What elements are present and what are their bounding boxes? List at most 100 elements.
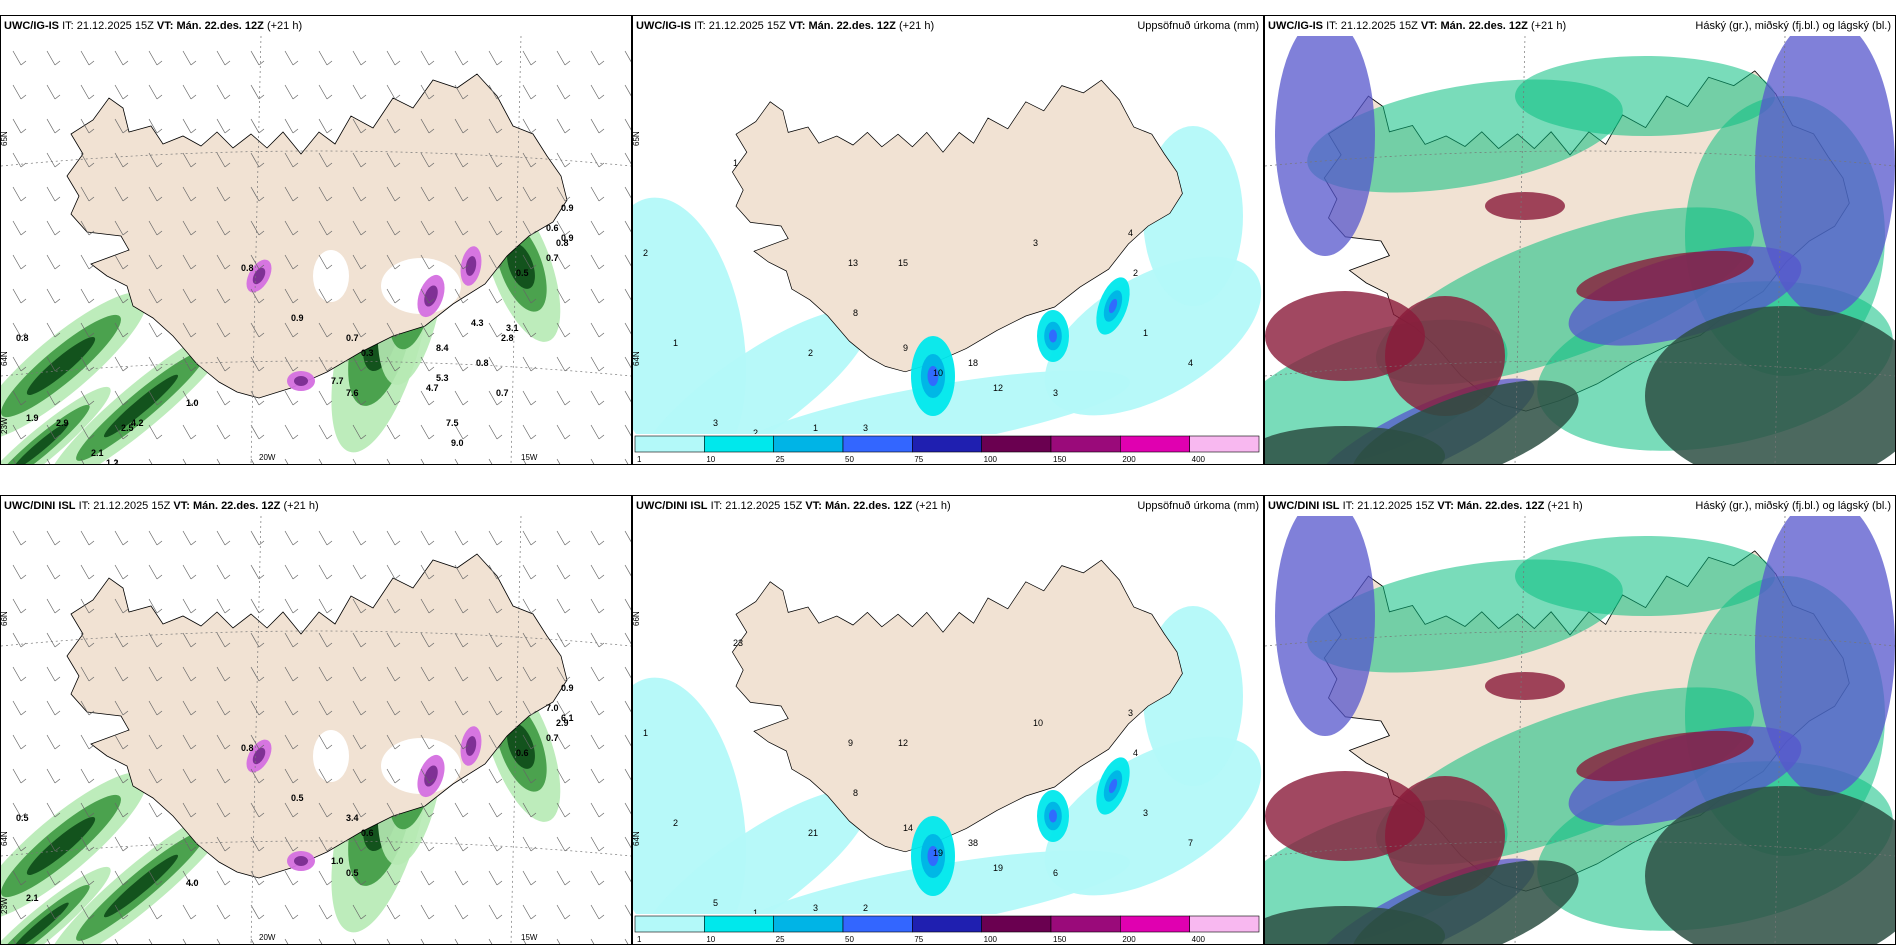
model-name: UWC/DINI ISL xyxy=(636,500,708,512)
wind-barbs xyxy=(12,50,631,464)
wind-band xyxy=(13,902,69,944)
value-label: 7.7 xyxy=(331,376,344,386)
value-label: 23 xyxy=(733,638,743,648)
gust-purple xyxy=(246,726,482,871)
low-cloud xyxy=(1385,776,1505,896)
axis-label: 23W xyxy=(1,897,9,914)
axis-label: 15W xyxy=(521,453,538,462)
colorbar-tick-label: 150 xyxy=(1053,935,1067,944)
value-label: 2 xyxy=(1133,268,1138,278)
value-label: 19 xyxy=(933,848,943,858)
thick-cloud xyxy=(1645,306,1895,464)
vt-label: VT: xyxy=(805,500,822,512)
mid-cloud xyxy=(1755,36,1895,316)
value-label: 19 xyxy=(993,863,1003,873)
value-label: 4.7 xyxy=(426,383,439,393)
model-name: UWC/IG-IS xyxy=(4,20,59,32)
lead-time: (+21 h) xyxy=(898,20,935,32)
axis-label: 65N xyxy=(1,131,9,146)
model-name: UWC/DINI ISL xyxy=(4,500,76,512)
colorbar-tick-label: 400 xyxy=(1192,455,1206,464)
axis-label: 64N xyxy=(1,831,9,846)
value-label: 5.3 xyxy=(436,373,449,383)
value-label: 8 xyxy=(853,308,858,318)
value-label: 5 xyxy=(713,898,718,908)
value-label: 6 xyxy=(1053,868,1058,878)
colorbar-swatch xyxy=(1189,915,1260,933)
value-label: 4 xyxy=(1188,358,1193,368)
value-label: 6.1 xyxy=(561,713,574,723)
value-label: 4.0 xyxy=(186,878,199,888)
panel-header: UWC/IG-IS IT: 21.12.2025 15Z VT: Mán. 22… xyxy=(633,16,1263,36)
vt-label: VT: xyxy=(156,20,174,32)
colorbar-swatch xyxy=(1120,435,1190,453)
precip-colorbar: 1 10 25 50 75 100 150 200 400 xyxy=(633,914,1263,944)
it-time: 21.12.2025 15Z xyxy=(708,20,786,32)
panel-top-right: UWC/IG-IS IT: 21.12.2025 15Z VT: Mán. 22… xyxy=(1264,15,1896,465)
value-label: 3.4 xyxy=(346,813,359,823)
value-label: 4.2 xyxy=(131,418,144,428)
precip-area xyxy=(636,789,870,916)
value-label: 1 xyxy=(733,158,738,168)
value-label: 0.9 xyxy=(291,313,304,323)
value-label: 10 xyxy=(1033,718,1043,728)
panel-top-middle: UWC/IG-IS IT: 21.12.2025 15Z VT: Mán. 22… xyxy=(632,15,1264,465)
value-label: 21 xyxy=(808,828,818,838)
vt-time: Mán. 22.des. 12Z xyxy=(1440,20,1528,32)
panel-bottom-left: UWC/DINI ISL IT: 21.12.2025 15Z VT: Mán.… xyxy=(0,495,632,945)
value-label: 3 xyxy=(1128,708,1133,718)
value-label: 0.3 xyxy=(361,348,374,358)
it-time: 21.12.2025 15Z xyxy=(1357,500,1435,512)
value-label: 0.8 xyxy=(556,238,569,248)
value-label: 3 xyxy=(1143,808,1148,818)
thick-cloud xyxy=(1265,906,1445,944)
colorbar-swatch xyxy=(704,435,774,453)
value-label: 2 xyxy=(673,818,678,828)
value-label: 2 xyxy=(753,428,758,436)
vt-label: VT: xyxy=(173,500,190,512)
value-label: 8.4 xyxy=(436,343,449,353)
axis-label: 66N xyxy=(633,611,641,626)
wind-band xyxy=(507,243,535,289)
field-title: Háský (gr.), miðský (fj.bl.) og lágský (… xyxy=(1695,500,1891,512)
value-label: 0.6 xyxy=(546,223,559,233)
it-label: IT: xyxy=(710,500,723,512)
panel-header: UWC/IG-IS IT: 21.12.2025 15Z VT: Mán. 22… xyxy=(1,16,631,36)
value-label: 0.7 xyxy=(496,388,509,398)
lead-time: (+21 h) xyxy=(1547,500,1583,512)
gust-area xyxy=(465,256,477,276)
model-name: UWC/IG-IS xyxy=(636,20,691,32)
value-label: 3.1 xyxy=(506,323,519,333)
panel-header: UWC/IG-IS IT: 21.12.2025 15Z VT: Mán. 22… xyxy=(1265,16,1895,36)
value-label: 0.6 xyxy=(516,748,529,758)
value-label: 2.5 xyxy=(121,423,134,433)
precip-cores xyxy=(911,277,1130,416)
graticule xyxy=(1,516,631,944)
it-time: 21.12.2025 15Z xyxy=(1340,20,1418,32)
glacier xyxy=(313,250,349,302)
precip-core xyxy=(1108,778,1118,794)
vt-time: Mán. 22.des. 12Z xyxy=(176,20,264,32)
value-label: 1 xyxy=(753,908,758,916)
low-cloud xyxy=(1485,192,1565,220)
wind-map: 0.50.90.80.53.46.17.02.90.70.60.61.00.54… xyxy=(1,516,631,944)
cloud-layers xyxy=(1265,516,1895,944)
field-title: Uppsöfnuð úrkoma (mm) xyxy=(1137,500,1259,512)
colorbar-tick-label: 10 xyxy=(706,935,715,944)
vt-label: VT: xyxy=(1437,500,1454,512)
value-label: 3 xyxy=(813,903,818,913)
lead-time: (+21 h) xyxy=(915,500,951,512)
high-cloud xyxy=(1515,536,1775,616)
value-label: 14 xyxy=(903,823,913,833)
iceland-land xyxy=(66,553,568,879)
it-label: IT: xyxy=(78,500,91,512)
axis-label: 66N xyxy=(1,611,9,626)
colorbar-tick-label: 100 xyxy=(984,455,998,464)
colorbar-swatch xyxy=(634,435,705,453)
value-label: 18 xyxy=(968,358,978,368)
value-label: 7.0 xyxy=(546,703,559,713)
value-label: 15 xyxy=(898,258,908,268)
value-label: 7.6 xyxy=(346,388,359,398)
wind-band xyxy=(103,854,179,918)
colorbar-tick-label: 400 xyxy=(1192,935,1206,944)
